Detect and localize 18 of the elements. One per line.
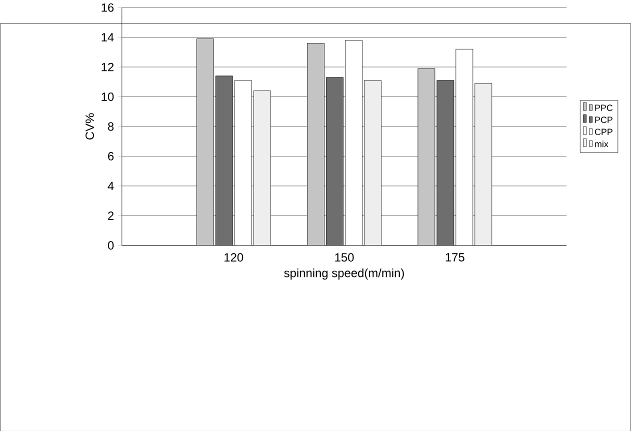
x-tick-label: 150 (335, 252, 354, 262)
y-tick-label: 4 (108, 182, 114, 190)
legend-label: PCP (595, 116, 612, 123)
y-tick-label: 8 (108, 122, 114, 130)
y-tick-label: 12 (102, 62, 114, 71)
x-axis-title: spinning speed(m/min) (284, 268, 404, 280)
x-tick-label: 175 (446, 252, 464, 262)
y-tick-label: 6 (108, 152, 114, 160)
y-axis-title: CV% (86, 113, 94, 140)
y-tick-label: 0 (108, 240, 114, 250)
y-tick-label: 10 (102, 92, 114, 101)
legend-label: CPP (594, 128, 612, 135)
y-tick-label: 14 (102, 32, 114, 42)
legend-label: mix (595, 140, 608, 147)
y-tick-label: 16 (102, 3, 114, 12)
legend-label: PPC (595, 104, 613, 111)
x-tick-label: 120 (224, 252, 244, 262)
y-tick-label: 2 (108, 211, 114, 220)
